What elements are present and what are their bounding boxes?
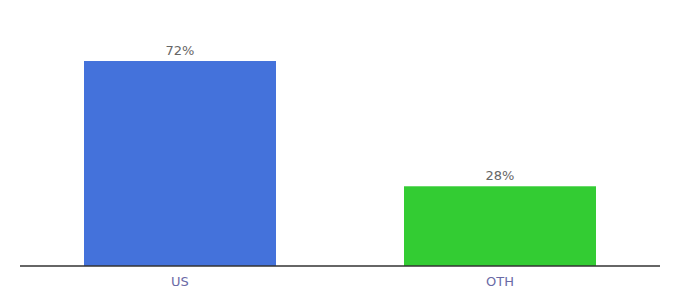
x-tick-label: US xyxy=(171,274,189,289)
data-labels: 72% 28% xyxy=(166,43,515,183)
bar xyxy=(84,61,276,266)
data-label: 72% xyxy=(166,43,195,58)
bar-chart: 72% 28% US OTH xyxy=(0,0,680,300)
x-tick-labels: US OTH xyxy=(171,274,514,289)
data-label: 28% xyxy=(486,168,515,183)
x-axis-line xyxy=(20,265,660,267)
bars xyxy=(84,61,596,266)
bar xyxy=(404,186,596,266)
x-tick-label: OTH xyxy=(486,274,514,289)
chart-container: 72% 28% US OTH xyxy=(0,0,680,300)
